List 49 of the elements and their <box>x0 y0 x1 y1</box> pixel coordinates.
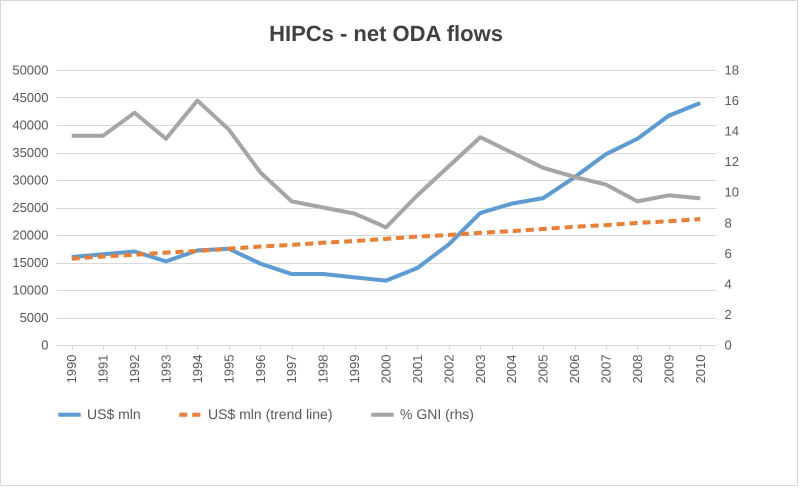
y2-tick-label: 8 <box>724 215 732 230</box>
x-tick-label: 2010 <box>692 354 708 384</box>
y2-tick-label: 12 <box>724 154 739 170</box>
line-series <box>70 98 702 230</box>
x-tick-label: 2007 <box>598 354 614 384</box>
y-tick-label: 50000 <box>12 62 48 78</box>
x-tick-label: 1999 <box>347 354 362 384</box>
x-tick-label: 2005 <box>536 354 551 384</box>
y-tick-label: 30000 <box>12 172 48 188</box>
x-tick-label: 2000 <box>378 354 394 384</box>
x-tick-label: 1991 <box>96 354 111 384</box>
chart-title: HIPCs - net ODA flows <box>269 21 503 46</box>
y2-tick-label: 0 <box>724 338 732 352</box>
x-tick-label: 1995 <box>221 354 236 384</box>
y2-tick-label: 14 <box>724 124 739 139</box>
x-tick-label: 2006 <box>567 354 582 384</box>
y2-tick-label: 18 <box>724 62 739 78</box>
y-tick-label: 35000 <box>12 145 48 160</box>
x-tick-label: 1994 <box>190 354 205 384</box>
x-tick-label: 2002 <box>441 354 456 384</box>
x-tick-label: 1997 <box>284 354 300 384</box>
x-tick-label: 1990 <box>64 354 80 384</box>
y-tick-label: 5000 <box>20 310 48 325</box>
y2-tick-label: 2 <box>724 306 732 322</box>
y-tick-label: 45000 <box>12 90 48 105</box>
y-tick-label: 25000 <box>12 200 48 215</box>
x-tick-label: 1992 <box>127 354 142 384</box>
y-tick-label: 20000 <box>12 228 48 242</box>
x-tick-label: 2004 <box>504 354 520 384</box>
y2-tick-label: 10 <box>724 184 739 200</box>
legend-label: US$ mln <box>87 406 141 422</box>
line-series <box>70 101 702 283</box>
y-tick-label: 0 <box>41 338 48 352</box>
x-tick-label: 2008 <box>630 354 645 384</box>
x-tick-label: 1993 <box>158 354 174 384</box>
legend-label: % GNI (rhs) <box>400 406 474 422</box>
x-tick-label: 2009 <box>661 354 676 384</box>
y-tick-label: 10000 <box>12 282 48 298</box>
x-tick-label: 2003 <box>472 354 488 384</box>
x-tick-label: 1998 <box>316 354 331 384</box>
y2-tick-label: 6 <box>724 246 732 261</box>
y2-tick-label: 16 <box>724 93 739 108</box>
y2-tick-label: 4 <box>724 276 732 292</box>
x-tick-label: 2001 <box>410 354 425 384</box>
x-tick-label: 1996 <box>252 354 268 384</box>
y-tick-label: 15000 <box>12 255 48 270</box>
y-tick-label: 40000 <box>12 118 48 132</box>
line-series <box>70 217 702 261</box>
legend-label: US$ mln (trend line) <box>208 406 332 422</box>
